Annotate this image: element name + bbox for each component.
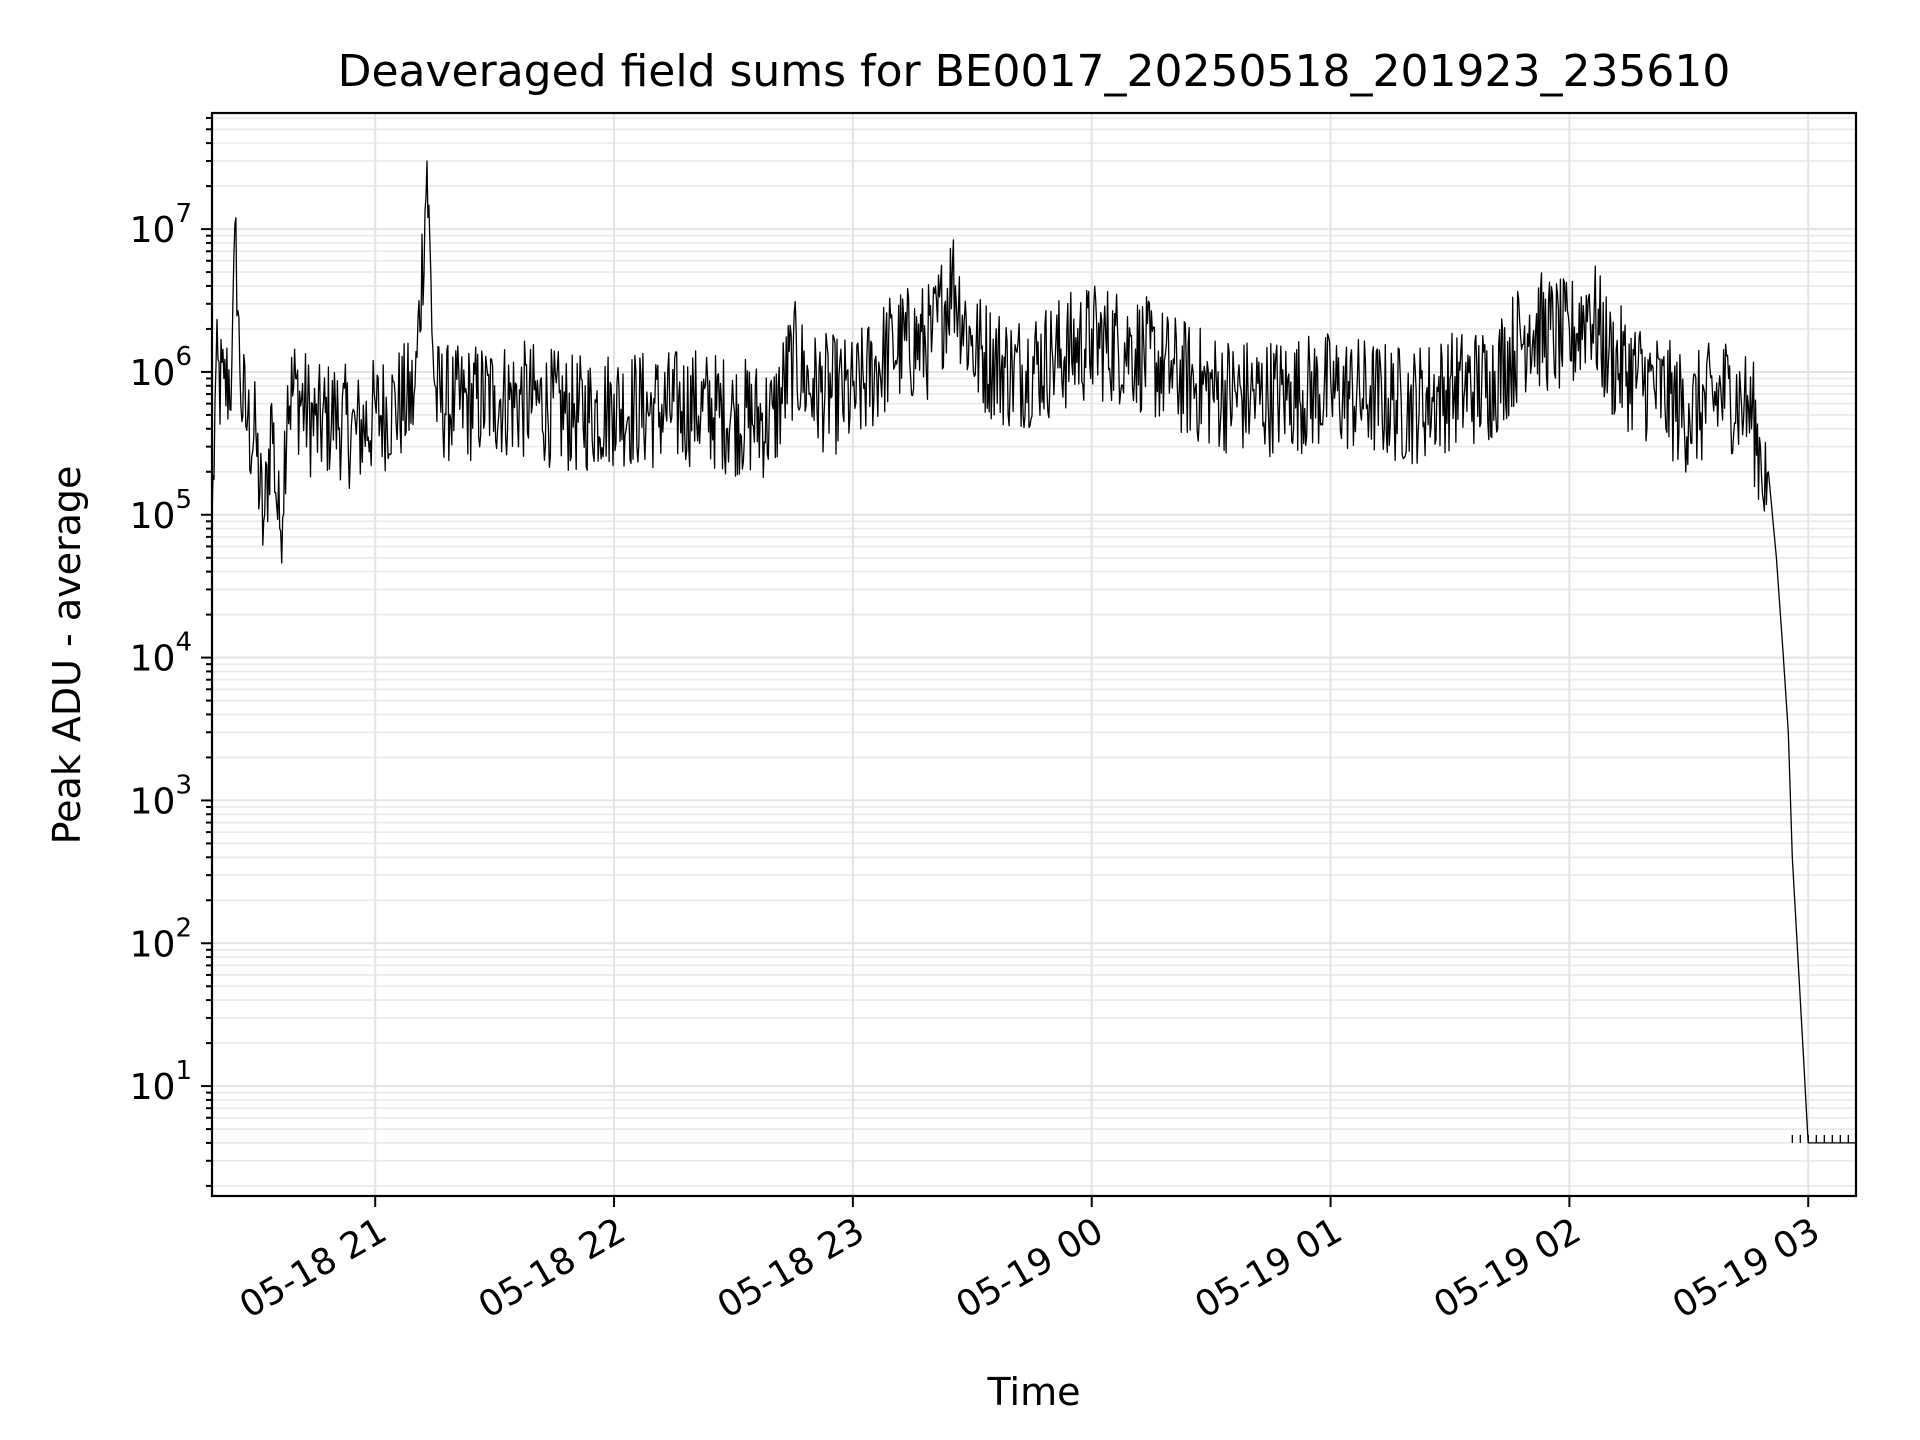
plot-frame [210, 111, 1858, 1198]
y-tick-label: 104 [130, 628, 192, 680]
y-tick-label: 102 [130, 913, 192, 965]
series-lines [211, 160, 1856, 1144]
x-tick-label: 05-18 21 [233, 1210, 394, 1326]
y-tick-base: 10 [130, 353, 176, 394]
y-tick-exponent: 3 [175, 770, 192, 800]
y-tick-base: 10 [130, 639, 176, 680]
y-tick-base: 10 [130, 496, 176, 537]
x-tick-label: 05-18 22 [472, 1210, 633, 1326]
y-tick-label: 106 [130, 342, 192, 394]
y-tick-base: 10 [130, 924, 176, 965]
y-tick-label: 103 [130, 770, 192, 822]
grid-lines [212, 113, 1856, 1196]
y-tick-base: 10 [130, 781, 176, 822]
y-tick-base: 10 [130, 1067, 176, 1108]
x-tick-label: 05-19 00 [950, 1210, 1111, 1326]
y-tick-exponent: 5 [175, 485, 192, 515]
y-axis-label: Peak ADU - average [45, 466, 89, 845]
y-tick-exponent: 1 [175, 1056, 192, 1086]
y-tick-exponent: 2 [175, 913, 192, 943]
x-axis-label: Time [987, 1370, 1081, 1414]
y-tick-exponent: 4 [175, 628, 192, 658]
y-tick-exponent: 6 [175, 342, 192, 372]
x-axis-ticks: 05-18 21 05-18 22 05-18 23 05-19 00 05-19 01… [233, 1196, 1827, 1327]
x-tick-label: 05-19 01 [1188, 1210, 1349, 1326]
y-tick-label: 101 [130, 1056, 192, 1108]
x-tick-label: 05-18 23 [711, 1210, 872, 1326]
x-tick-label: 05-19 03 [1666, 1210, 1827, 1326]
y-tick-base: 10 [130, 210, 176, 251]
chart-title: Deaveraged field sums for BE0017_2025051… [338, 46, 1731, 97]
y-tick-exponent: 7 [175, 199, 192, 229]
x-tick-label: 05-19 02 [1427, 1210, 1588, 1326]
y-tick-label: 105 [130, 485, 192, 537]
y-tick-label: 107 [130, 199, 192, 251]
series-line-0 [211, 160, 1856, 1144]
